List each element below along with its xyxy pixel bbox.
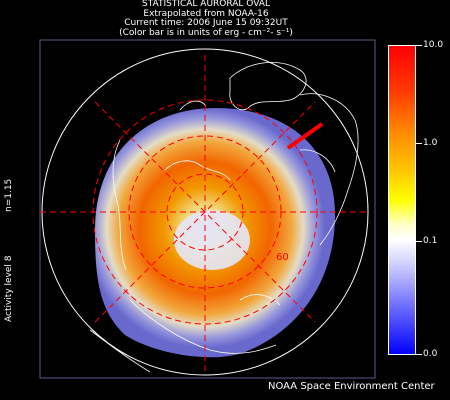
latitude-label-60: 60 [276,252,289,263]
colorbar-tick [416,45,422,46]
colorbar-label-max: 10.0 [423,40,444,50]
coastlines [89,62,359,373]
header: STATISTICAL AURORAL OVAL Extrapolated fr… [96,0,316,38]
colorbar-tick [416,354,422,355]
title: STATISTICAL AURORAL OVAL [142,0,270,9]
units-note: (Color bar is in units of erg - cm⁻²- s⁻… [119,27,293,38]
map-frame [39,39,376,379]
n-value-label: n=1.15 [4,178,14,212]
colorbar-label: 1.0 [423,138,438,148]
polar-cap [174,210,250,270]
activity-level-label: Activity level 8 [4,255,14,322]
colorbar-tick [416,143,422,144]
colorbar-label-min: 0.0 [423,349,438,359]
meridian-gridlines [40,55,370,372]
color-bar [388,45,416,355]
sun-direction-indicator [286,122,324,150]
colorbar-label: 0.1 [423,236,438,246]
current-time: Current time: 2006 June 15 09:32UT [124,18,288,28]
colorbar-tick [416,241,422,242]
subtitle-source: Extrapolated from NOAA-16 [143,8,269,19]
credit-footer: NOAA Space Environment Center [268,381,435,392]
